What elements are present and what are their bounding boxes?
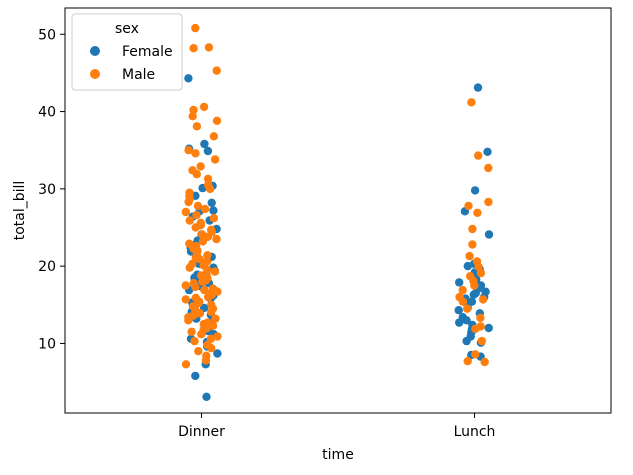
point-female [455,306,463,314]
point-male [182,360,190,368]
y-tick-label: 20 [38,259,56,275]
point-female [483,148,491,156]
point-female [485,324,493,332]
y-tick-label: 30 [38,182,56,198]
point-male [473,209,481,217]
point-female [209,206,217,214]
point-male [484,164,492,172]
point-male [207,301,215,309]
point-female [471,186,479,194]
point-male [185,240,193,248]
x-axis-label: time [322,447,354,463]
point-male [200,103,208,111]
point-male [197,219,205,227]
y-tick-label: 10 [38,336,56,352]
point-male [188,166,196,174]
point-male [204,175,212,183]
point-male [212,235,220,243]
point-male [210,132,218,140]
point-male [193,122,201,130]
point-male [194,347,202,355]
y-tick-label: 40 [38,105,56,121]
x-tick-label: Lunch [454,424,496,440]
point-male [194,202,202,210]
point-male [481,358,489,366]
point-male [484,198,492,206]
point-male [211,267,219,275]
point-male [187,328,195,336]
point-female [455,278,463,286]
point-male [186,216,194,224]
point-male [477,322,485,330]
legend-label-male: Male [122,67,155,83]
point-male [184,146,192,154]
point-male [196,162,204,170]
point-female [202,393,210,401]
point-male [211,155,219,163]
point-male [213,66,221,74]
point-male [466,272,474,280]
point-male [473,257,481,265]
point-male [192,294,200,302]
point-male [213,117,221,125]
point-male [192,211,200,219]
point-male [191,24,199,32]
point-male [207,226,215,234]
point-male [467,98,475,106]
point-female [208,199,216,207]
point-male [479,295,487,303]
point-male [471,350,479,358]
legend-label-female: Female [122,44,173,60]
point-male [189,44,197,52]
point-male [474,151,482,159]
point-male [213,332,221,340]
point-male [464,357,472,365]
point-male [205,43,213,51]
point-male [478,337,486,345]
point-female [459,313,467,321]
point-male [185,189,193,197]
point-male [468,240,476,248]
strip-chart: 10 20 30 40 50 Dinner Lunch time total_bill sex F… [0,0,633,475]
point-male [198,230,206,238]
point-male [200,286,208,294]
point-male [465,252,473,260]
point-male [463,305,471,313]
point-male [189,279,197,287]
point-female [191,372,199,380]
point-male [210,214,218,222]
y-axis-label: total_bill [12,181,28,241]
point-male [468,225,476,233]
legend-marker-male [90,69,100,79]
point-male [459,286,467,294]
point-male [202,352,210,360]
point-male [182,281,190,289]
point-male [203,251,211,259]
point-female [200,140,208,148]
point-male [476,314,484,322]
point-female [485,230,493,238]
point-male [209,284,217,292]
point-male [189,106,197,114]
legend: sex Female Male [72,14,182,90]
point-male [204,318,212,326]
legend-marker-female [90,46,100,56]
x-tick-label: Dinner [178,424,225,440]
point-male [190,337,198,345]
point-female [474,83,482,91]
point-female [184,74,192,82]
point-male [182,295,190,303]
y-tick-label: 50 [38,27,56,43]
point-male [182,208,190,216]
point-male [464,202,472,210]
legend-title: sex [115,21,139,37]
